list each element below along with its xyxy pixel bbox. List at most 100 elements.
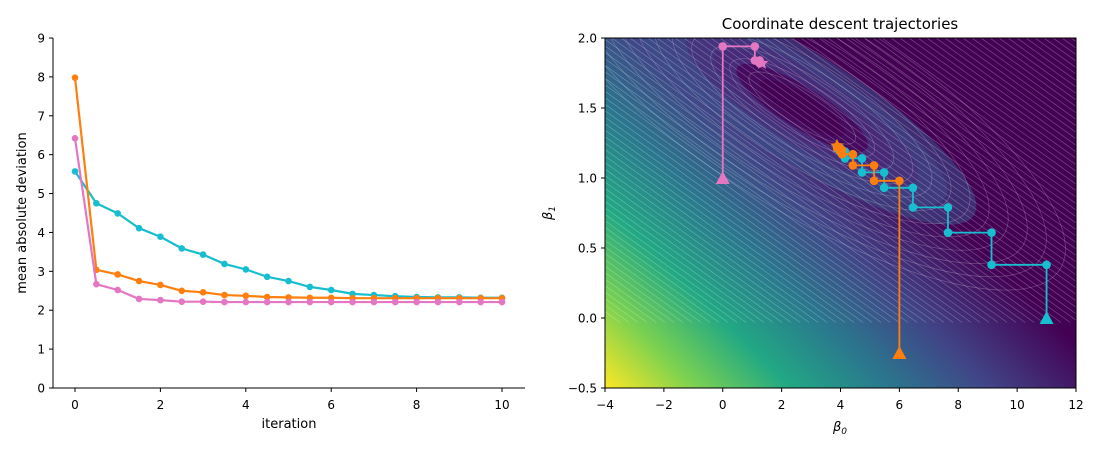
trajectory-point: [750, 42, 760, 51]
contour-line: [782, 38, 1076, 250]
contour-line: [962, 38, 1076, 120]
data-point: [199, 289, 207, 296]
x-tick-label: −4: [596, 398, 614, 412]
data-point: [306, 283, 314, 291]
trajectory-point: [895, 176, 904, 186]
trajectory-point: [869, 176, 879, 186]
x-tick-label: 10: [1009, 398, 1024, 412]
y-tick-label: 4: [37, 226, 45, 240]
right-y-axis-label-subscript: 1: [548, 206, 558, 212]
line-series: [71, 135, 506, 306]
trajectories: [715, 42, 1054, 359]
contour-line: [605, 162, 828, 323]
left-plot-area: [71, 74, 506, 306]
contour-line: [605, 58, 972, 323]
contour-line: [605, 103, 909, 323]
contour-line: [605, 168, 819, 323]
contour-line: [773, 38, 1076, 256]
contour-line: [605, 39, 999, 323]
contour-line: [683, 38, 1076, 321]
x-tick-label: 2: [157, 398, 165, 412]
contour-line: [953, 38, 1076, 127]
trajectory-point: [848, 161, 858, 170]
x-tick-label: 4: [837, 398, 845, 412]
contour-line: [746, 38, 1076, 276]
data-point: [114, 286, 121, 294]
data-point: [477, 298, 484, 306]
data-point: [221, 291, 228, 299]
trajectory-point: [857, 168, 867, 177]
data-point: [135, 295, 143, 303]
start-triangle-marker: [1039, 311, 1054, 324]
contour-line: [1073, 20, 1100, 322]
data-point: [242, 298, 250, 306]
y-tick-label: 9: [37, 32, 45, 46]
contour-line: [638, 38, 1035, 323]
contour-line: [605, 90, 927, 323]
contour-line: [800, 38, 1076, 237]
contour-line: [605, 155, 837, 323]
data-point: [242, 292, 250, 300]
contour-line: [605, 129, 873, 323]
contour-line: [605, 194, 783, 323]
left-chart: 0 2 4 6 8 10 0 1 2 3 4 5 6 7 8 9 iteration mean absolu…: [15, 32, 525, 432]
contour-line: [971, 38, 1076, 114]
data-point: [178, 287, 186, 295]
contour-line: [629, 38, 1026, 323]
end-star-marker: [830, 138, 844, 152]
x-tick-label: 10: [494, 398, 509, 412]
trajectory-point: [987, 228, 996, 237]
contour-line: [605, 265, 684, 323]
y-tick-label: 0.0: [578, 312, 597, 326]
data-point: [114, 210, 121, 217]
data-point: [93, 199, 100, 207]
contour-ring: [672, 38, 933, 198]
contour-line: [605, 239, 720, 323]
contour-line: [605, 259, 693, 323]
x-tick-label: 6: [327, 398, 335, 412]
contour-ring: [605, 38, 1066, 291]
x-tick-label: 2: [778, 398, 786, 412]
contour-line: [605, 175, 810, 323]
contour-line: [710, 38, 1076, 302]
y-tick-label: 1: [37, 343, 45, 357]
trajectory-point: [718, 42, 728, 51]
trajectory-point: [879, 168, 889, 177]
x-tick-label: 12: [1068, 398, 1083, 412]
contour-line: [809, 38, 1076, 230]
contour-line: [728, 38, 1076, 289]
left-x-ticks: 0 2 4 6 8 10: [71, 388, 510, 412]
contour-line: [605, 220, 747, 323]
data-point: [263, 298, 271, 306]
contour-line: [1091, 20, 1100, 322]
data-point: [263, 293, 271, 301]
data-point: [327, 298, 335, 306]
right-y-axis-label: β1: [541, 206, 558, 221]
contour-line: [605, 149, 846, 323]
contour-line: [935, 38, 1076, 140]
contour-line: [881, 38, 1076, 179]
trajectory-point: [879, 183, 889, 193]
data-point: [114, 271, 121, 278]
trajectory-point: [908, 183, 918, 193]
data-point: [157, 233, 164, 241]
contour-line: [605, 233, 729, 323]
data-point: [199, 298, 207, 305]
data-point: [349, 298, 356, 306]
contour-line: [980, 38, 1076, 107]
contour-line: [605, 45, 990, 323]
data-point: [135, 277, 143, 285]
data-point: [199, 251, 207, 258]
contour-line: [827, 38, 1076, 217]
y-tick-label: 2: [37, 304, 45, 318]
contour-line: [836, 38, 1076, 211]
contour-line: [944, 38, 1076, 133]
data-point: [263, 273, 271, 281]
x-tick-label: −2: [655, 398, 673, 412]
data-point: [71, 168, 79, 175]
data-point: [242, 266, 250, 273]
contour-line: [656, 38, 1053, 323]
contour-ring: [748, 71, 856, 145]
contour-line: [605, 142, 855, 323]
y-tick-label: 5: [37, 187, 45, 201]
